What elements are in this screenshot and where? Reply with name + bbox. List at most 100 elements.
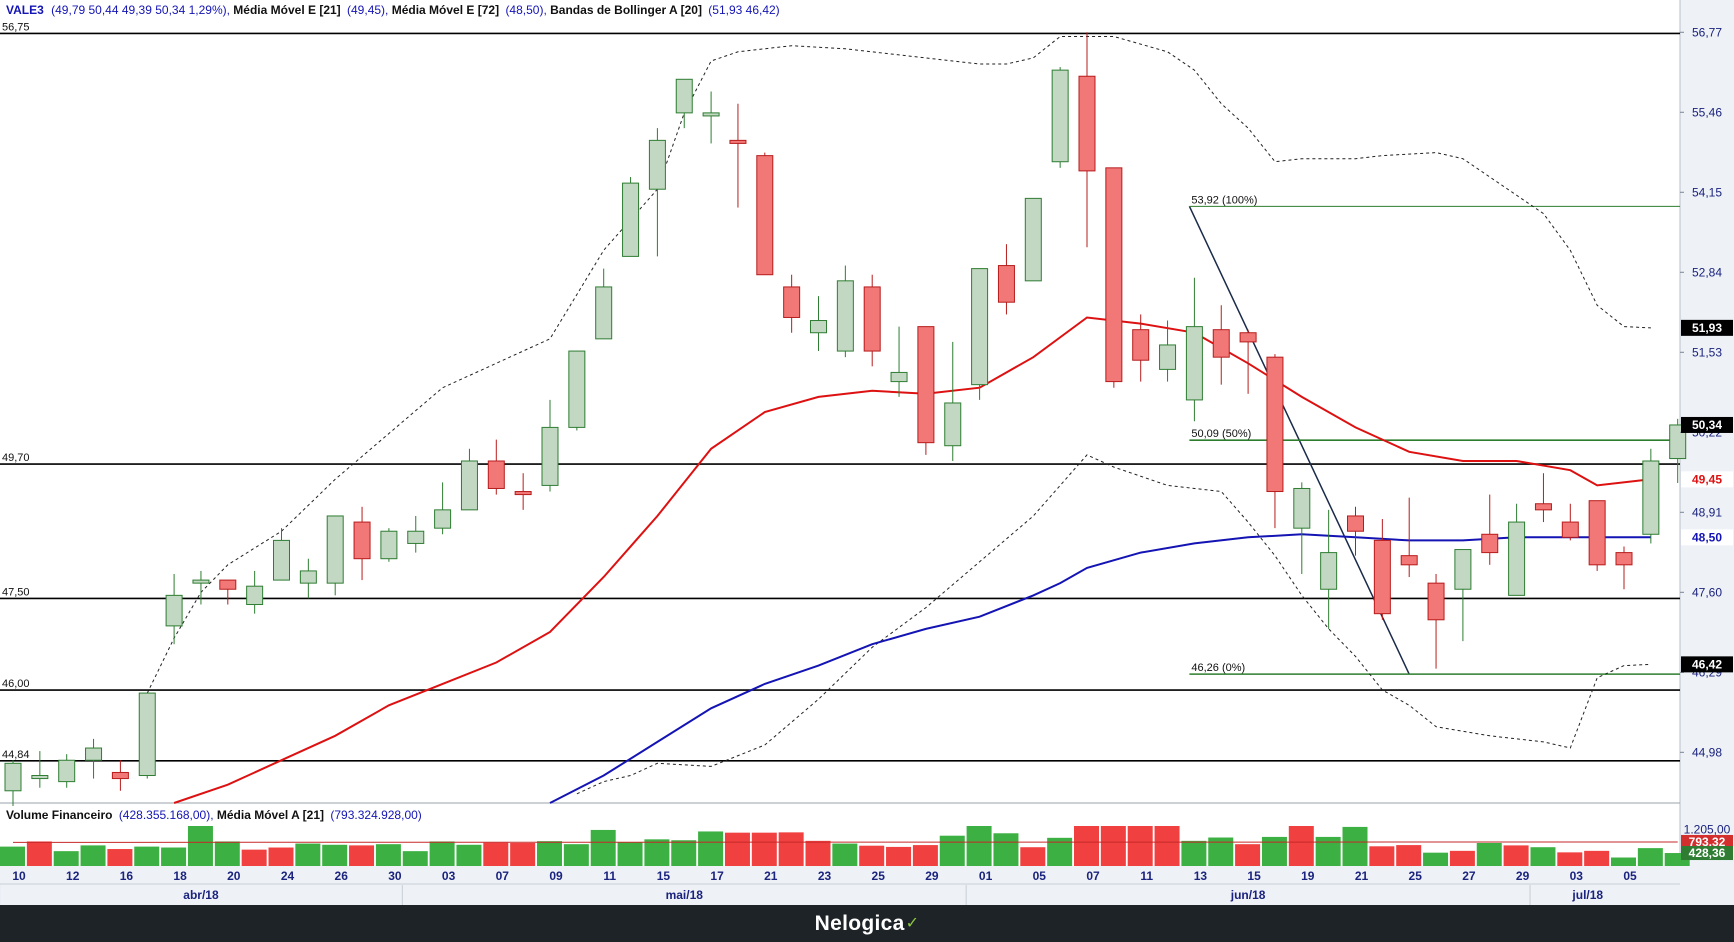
fibonacci-retracement: 53,92 (100%) 50,09 (50%) 46,26 (0%) xyxy=(1188,194,1680,675)
candle-down xyxy=(111,771,129,780)
volume-bar xyxy=(537,841,562,866)
date-tick-label: 09 xyxy=(549,869,563,883)
volume-bar xyxy=(322,844,348,866)
price-marker-box xyxy=(1681,471,1733,488)
candle-up xyxy=(1024,197,1042,282)
volume-bar xyxy=(886,846,912,866)
volume-bar xyxy=(590,829,616,866)
brand-logo: Nelogica✓ xyxy=(0,905,1734,942)
volume-bar xyxy=(751,832,777,866)
chart-header: VALE3 (49,79 50,44 49,39 50,34 1,29%), M… xyxy=(6,3,780,17)
bollinger-upper-band xyxy=(146,36,1651,694)
candle-up xyxy=(890,371,908,383)
volume-bar xyxy=(456,844,482,866)
volume-bar xyxy=(993,833,1019,866)
volume-bar xyxy=(1100,826,1126,866)
candle-up xyxy=(299,570,317,584)
volume-bar xyxy=(107,849,133,866)
candle-up xyxy=(836,280,854,352)
volume-bar xyxy=(161,847,187,866)
candle-down xyxy=(1078,75,1096,172)
volume-bar xyxy=(214,841,240,866)
candle-down xyxy=(1132,329,1150,361)
candle-up xyxy=(380,530,398,560)
logo-mark-icon: ✓ xyxy=(905,915,920,932)
candle-up xyxy=(273,539,290,581)
volume-bar xyxy=(1476,842,1502,866)
bollinger-lower-band xyxy=(576,454,1651,795)
date-tick-label: 18 xyxy=(173,869,187,883)
candle-up xyxy=(595,286,613,340)
date-tick-label: 15 xyxy=(1247,869,1261,883)
price-axis-panel xyxy=(1680,0,1734,905)
candle-up xyxy=(138,692,156,777)
volume-bar xyxy=(241,849,267,866)
price-tick-label: 54,15 xyxy=(1692,185,1722,199)
date-tick-label: 23 xyxy=(818,869,832,883)
candle-up xyxy=(702,112,720,117)
date-tick-label: 25 xyxy=(1409,869,1423,883)
volume-marker-label: 793,32 xyxy=(1689,835,1726,849)
date-tick-label: 13 xyxy=(1194,869,1208,883)
volume-bar xyxy=(966,826,992,866)
candle-up xyxy=(971,268,989,386)
date-tick-label: 05 xyxy=(1033,869,1047,883)
candle-down xyxy=(1347,515,1364,532)
candle-up xyxy=(675,78,693,114)
volume-bar xyxy=(1369,846,1395,866)
volume-bar xyxy=(805,840,831,866)
volume-bar xyxy=(1074,826,1099,866)
volume-bar xyxy=(724,832,750,866)
candle-up xyxy=(1185,326,1203,401)
brand-name: Nelogica xyxy=(814,912,905,935)
volume-bar xyxy=(1127,826,1153,866)
volume-bar xyxy=(1154,826,1180,866)
moving-averages xyxy=(173,316,1652,804)
volume-bar xyxy=(1584,850,1610,866)
date-tick-label: 29 xyxy=(1516,869,1530,883)
volume-bar xyxy=(939,835,965,866)
date-tick-label: 20 xyxy=(227,869,241,883)
candle-down xyxy=(1534,503,1552,511)
date-tick-label: 11 xyxy=(1140,869,1153,883)
volume-bar xyxy=(912,845,938,866)
price-tick-label: 48,91 xyxy=(1692,505,1722,519)
date-tick-label: 17 xyxy=(710,869,724,883)
date-tick-label: 16 xyxy=(120,869,134,883)
candle-up xyxy=(246,585,264,606)
date-tick-label: 11 xyxy=(603,869,616,883)
price-tick-label: 51,53 xyxy=(1692,345,1722,359)
candle-up xyxy=(460,460,478,511)
price-markers: 51,93 50,34 49,45 48,50 46,42 xyxy=(1681,319,1733,673)
price-tick-label: 52,84 xyxy=(1692,265,1722,279)
volume-bar xyxy=(778,832,804,866)
date-tick-label: 01 xyxy=(979,869,993,883)
candle-up xyxy=(541,426,559,486)
date-tick-label: 15 xyxy=(657,869,671,883)
volume-bar xyxy=(1315,836,1341,866)
volume-bar xyxy=(644,839,670,866)
volume-bar xyxy=(349,845,375,866)
candle-up xyxy=(1320,552,1338,590)
candle-down xyxy=(1588,500,1606,566)
candle-down xyxy=(1266,356,1284,493)
candle-up xyxy=(1669,424,1687,460)
horizontal-lines: 56,75 49,70 47,50 46,00 44,84 xyxy=(0,21,1680,762)
date-tick-label: 07 xyxy=(496,869,510,883)
candle-down xyxy=(863,286,881,352)
candle-down xyxy=(1239,332,1257,343)
candle-up xyxy=(810,320,827,334)
date-tick-label: 12 xyxy=(66,869,80,883)
date-tick-label: 21 xyxy=(764,869,778,883)
volume-bar xyxy=(1181,840,1207,866)
volume-bar xyxy=(510,842,536,866)
fibonacci-level-label: 50,09 (50%) xyxy=(1191,428,1251,440)
candle-up xyxy=(58,759,76,783)
volume-bar xyxy=(1235,844,1261,866)
candle-down xyxy=(353,521,371,560)
candle-up xyxy=(1293,487,1311,529)
horizontal-line-label: 56,75 xyxy=(2,21,30,33)
symbol-label: VALE3 xyxy=(6,3,44,17)
